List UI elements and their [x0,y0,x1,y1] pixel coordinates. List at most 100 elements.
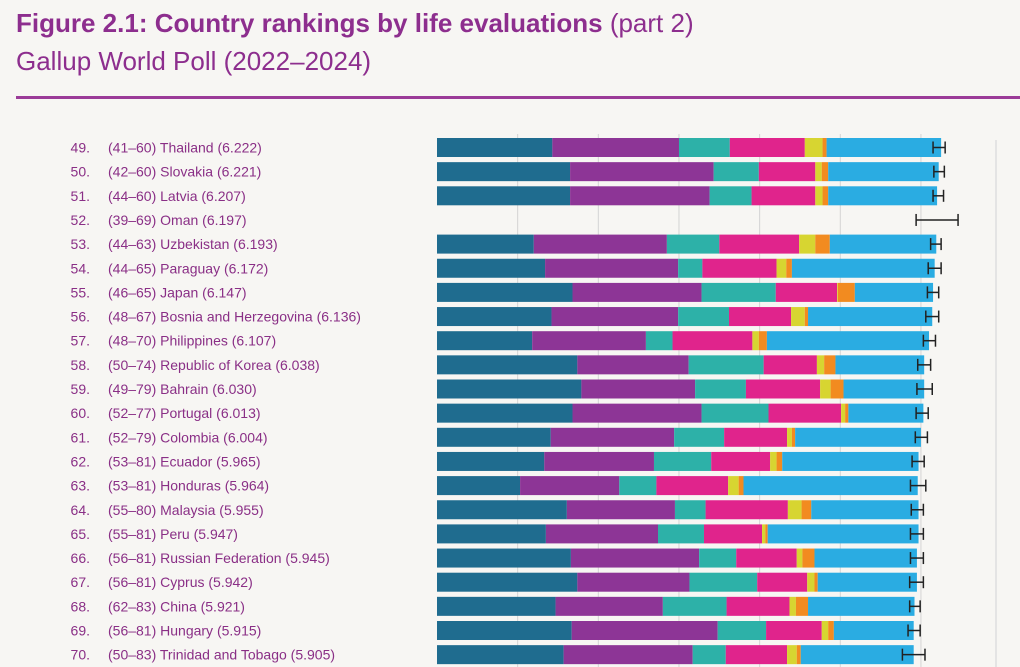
bar-segment [728,476,739,496]
bar-segment [757,572,808,592]
rank-label: 66. [71,550,90,566]
bar-segment [766,331,930,351]
bar-segment [701,282,776,302]
bar-segment [796,548,803,568]
rank-label: 65. [71,526,90,542]
bar-segment [745,379,821,399]
bar-segment [821,621,829,640]
country-label: (46–65) Japan (6.147) [108,284,247,300]
bar-segment [762,524,766,544]
bar-segment [532,331,646,351]
bar-segment [854,282,934,302]
bar-segment [808,307,933,327]
bar-segment [695,379,746,399]
bar-segment [752,331,759,351]
rank-label: 51. [71,188,90,204]
rank-label: 62. [71,453,90,469]
bar-segment [572,282,702,302]
bar-segment [782,451,919,471]
rank-label: 53. [71,236,90,252]
bar-segment [678,258,703,278]
bar-segment [799,234,816,254]
bar-segment [738,476,744,496]
bar-segment [816,355,825,375]
country-label: (44–60) Latvia (6.207) [108,188,246,204]
bar-segment [791,427,796,447]
bar-segment [837,282,838,302]
bar-segment [765,524,768,544]
bar-segment [791,258,935,278]
bar-segment [807,572,815,592]
rank-label: 69. [71,623,90,639]
bar-segment [789,596,796,616]
bar-segment [566,500,675,520]
bar-segment [551,307,679,327]
bar-segment [552,138,679,157]
bar-segment [555,596,663,616]
bar-segment [437,258,546,278]
bar-segment [437,548,571,568]
rank-label: 68. [71,598,90,614]
country-label: (56–81) Hungary (5.915) [108,623,261,639]
bar-segment [843,379,925,399]
bar-segment [786,258,792,278]
bar-segment [437,331,533,351]
bar-segment [437,500,567,520]
rank-label: 56. [71,309,90,325]
bar-segment [795,596,809,616]
rank-label: 59. [71,381,90,397]
country-label: (50–74) Republic of Korea (6.038) [108,357,320,373]
bar-segment [726,596,790,616]
bar-segment [699,548,737,568]
bar-segment [808,596,915,616]
rank-label: 58. [71,357,90,373]
title-divider [16,96,1020,99]
bar-segment [845,403,849,423]
bar-segment [804,307,809,327]
country-label: (56–81) Russian Federation (5.945) [108,550,330,566]
rank-label: 61. [71,429,90,445]
bar-segment [437,451,545,471]
bar-segment [751,186,816,206]
bar-segment [824,355,836,375]
bar-segment [833,621,914,640]
bar-segment [705,500,788,520]
bar-segment [688,355,764,375]
bar-segment [437,355,578,375]
country-label: (39–69) Oman (6.197) [108,212,247,228]
bar-segment [728,307,792,327]
bar-segment [437,645,564,665]
bar-segment [817,572,917,592]
chart-title-main: Figure 2.1: Country rankings by life eva… [16,8,603,38]
bar-segment [713,162,759,182]
country-label: (44–63) Uzbekistan (6.193) [108,236,278,252]
rank-label: 54. [71,260,90,276]
bar-segment [828,186,938,206]
bar-segment [619,476,657,496]
bar-segment [848,403,924,423]
rank-label: 50. [71,164,90,180]
bar-segment [719,234,800,254]
bar-segment [767,524,919,544]
bar-segment [645,331,673,351]
bar-segment [804,138,823,157]
bar-segment [577,355,689,375]
bar-segment [544,451,654,471]
bar-segment [437,596,556,616]
bar-segment [766,621,822,640]
bar-segment [815,186,823,206]
bar-segment [678,138,730,157]
bar-segment [822,186,829,206]
right-divider [995,140,997,667]
chart-title-suffix: (part 2) [609,8,694,38]
bar-segment [570,162,714,182]
bar-segment [729,138,805,157]
bar-segment [776,258,787,278]
bar-segment [437,282,573,302]
rank-label: 52. [71,212,90,228]
bar-segment [830,379,844,399]
bar-segment [758,331,767,351]
bar-segment [829,234,937,254]
bar-segment [801,500,812,520]
